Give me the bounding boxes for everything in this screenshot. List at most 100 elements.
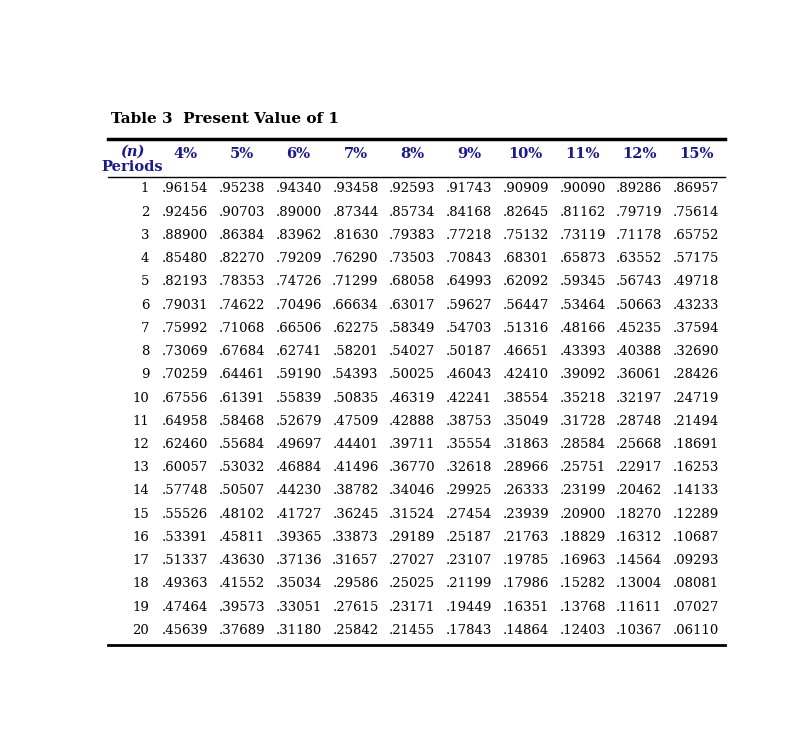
Text: .70843: .70843 [445, 252, 491, 265]
Text: .29925: .29925 [445, 484, 491, 498]
Text: .75614: .75614 [672, 206, 719, 219]
Text: .66506: .66506 [275, 322, 321, 335]
Text: .68058: .68058 [388, 275, 435, 288]
Text: .35554: .35554 [445, 438, 491, 451]
Text: .73119: .73119 [559, 229, 605, 242]
Text: .12403: .12403 [559, 624, 605, 637]
Text: .57175: .57175 [672, 252, 719, 265]
Text: 7%: 7% [343, 147, 367, 161]
Text: 19: 19 [132, 600, 149, 614]
Text: .31863: .31863 [502, 438, 548, 451]
Text: .47509: .47509 [332, 415, 378, 428]
Text: .42888: .42888 [388, 415, 435, 428]
Text: .59627: .59627 [445, 299, 491, 312]
Text: .85480: .85480 [162, 252, 208, 265]
Text: .91743: .91743 [445, 183, 491, 195]
Text: .71178: .71178 [616, 229, 662, 242]
Text: .25668: .25668 [616, 438, 662, 451]
Text: .49718: .49718 [672, 275, 719, 288]
Text: .41727: .41727 [275, 508, 321, 520]
Text: .29586: .29586 [332, 578, 378, 590]
Text: .93458: .93458 [332, 183, 378, 195]
Text: 9: 9 [140, 368, 149, 382]
Text: .79031: .79031 [161, 299, 208, 312]
Text: .60057: .60057 [161, 461, 208, 474]
Text: .32690: .32690 [672, 345, 719, 358]
Text: .50663: .50663 [616, 299, 662, 312]
Text: .19785: .19785 [502, 554, 548, 567]
Text: .46043: .46043 [445, 368, 491, 382]
Text: .31524: .31524 [388, 508, 435, 520]
Text: .56447: .56447 [502, 299, 548, 312]
Text: .84168: .84168 [445, 206, 491, 219]
Text: .51316: .51316 [502, 322, 548, 335]
Text: .36770: .36770 [388, 461, 435, 474]
Text: 3: 3 [140, 229, 149, 242]
Text: .50835: .50835 [332, 391, 378, 404]
Text: .39365: .39365 [275, 531, 322, 544]
Text: Periods: Periods [101, 161, 163, 175]
Text: .82270: .82270 [218, 252, 264, 265]
Text: .36245: .36245 [332, 508, 378, 520]
Text: .38753: .38753 [445, 415, 491, 428]
Text: .25187: .25187 [445, 531, 491, 544]
Text: .57748: .57748 [161, 484, 208, 498]
Text: 1: 1 [140, 183, 149, 195]
Text: .65752: .65752 [672, 229, 719, 242]
Text: .82645: .82645 [502, 206, 548, 219]
Text: .38554: .38554 [502, 391, 548, 404]
Text: .32618: .32618 [445, 461, 491, 474]
Text: .45639: .45639 [161, 624, 208, 637]
Text: .86957: .86957 [672, 183, 719, 195]
Text: .67556: .67556 [161, 391, 208, 404]
Text: .10367: .10367 [616, 624, 662, 637]
Text: .40388: .40388 [616, 345, 662, 358]
Text: 15: 15 [132, 508, 149, 520]
Text: .27454: .27454 [445, 508, 491, 520]
Text: .88900: .88900 [162, 229, 208, 242]
Text: .28426: .28426 [672, 368, 719, 382]
Text: .11611: .11611 [616, 600, 662, 614]
Text: 5: 5 [140, 275, 149, 288]
Text: .43233: .43233 [672, 299, 719, 312]
Text: .77218: .77218 [445, 229, 491, 242]
Text: .59345: .59345 [559, 275, 605, 288]
Text: .75132: .75132 [502, 229, 548, 242]
Text: .14133: .14133 [672, 484, 719, 498]
Text: .53391: .53391 [161, 531, 208, 544]
Text: .45811: .45811 [219, 531, 264, 544]
Text: .25025: .25025 [388, 578, 435, 590]
Text: .07027: .07027 [672, 600, 719, 614]
Text: .92593: .92593 [388, 183, 435, 195]
Text: .31728: .31728 [559, 415, 605, 428]
Text: .27615: .27615 [332, 600, 378, 614]
Text: .76290: .76290 [332, 252, 378, 265]
Text: .25842: .25842 [332, 624, 378, 637]
Text: .55526: .55526 [162, 508, 208, 520]
Text: .31657: .31657 [332, 554, 378, 567]
Text: .23939: .23939 [502, 508, 548, 520]
Text: .20462: .20462 [616, 484, 662, 498]
Text: .89000: .89000 [275, 206, 321, 219]
Text: .21494: .21494 [672, 415, 719, 428]
Text: .37594: .37594 [672, 322, 719, 335]
Text: .59190: .59190 [275, 368, 321, 382]
Text: .22917: .22917 [616, 461, 662, 474]
Text: (n): (n) [120, 145, 144, 159]
Text: .28748: .28748 [616, 415, 662, 428]
Text: .64958: .64958 [161, 415, 208, 428]
Text: Table 3  Present Value of 1: Table 3 Present Value of 1 [111, 112, 338, 126]
Text: .63017: .63017 [388, 299, 435, 312]
Text: .42410: .42410 [502, 368, 548, 382]
Text: .75992: .75992 [161, 322, 208, 335]
Text: 6: 6 [140, 299, 149, 312]
Text: .15282: .15282 [559, 578, 605, 590]
Text: .56743: .56743 [616, 275, 662, 288]
Text: .62275: .62275 [332, 322, 378, 335]
Text: .38782: .38782 [332, 484, 378, 498]
Text: .58201: .58201 [332, 345, 378, 358]
Text: .16312: .16312 [616, 531, 662, 544]
Text: .44230: .44230 [275, 484, 321, 498]
Text: 2: 2 [140, 206, 149, 219]
Text: .06110: .06110 [672, 624, 719, 637]
